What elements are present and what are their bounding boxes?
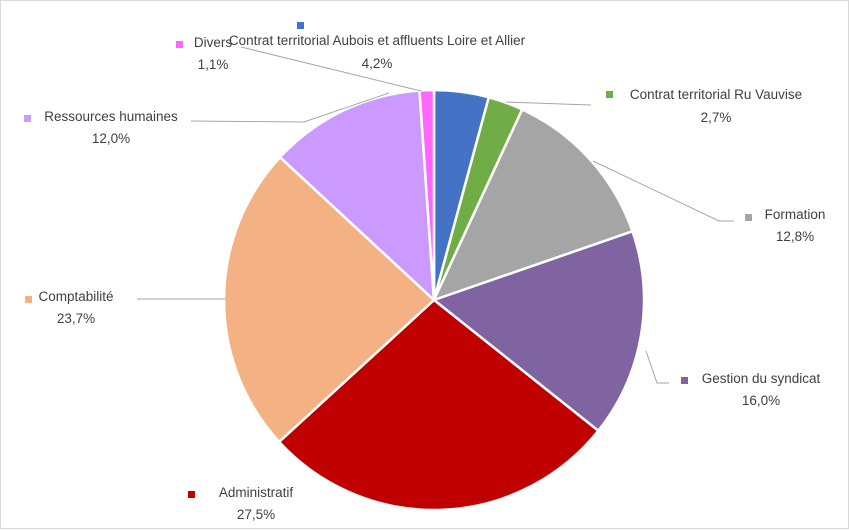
leader-lines: [137, 46, 734, 384]
data-label-name-administratif: Administratif: [219, 485, 294, 500]
data-label-value-contrat-territorial-ru-vauvise: 2,7%: [701, 110, 732, 125]
data-label-value-administratif: 27,5%: [237, 507, 275, 522]
leader-line-gestion-du-syndicat: [645, 350, 669, 384]
pie-slices: [222, 88, 646, 512]
data-label-value-contrat-territorial-aubois-et-affluents-loire-et-allier: 4,2%: [362, 56, 393, 71]
data-label-value-comptabilite: 23,7%: [57, 311, 95, 326]
data-label-name-contrat-territorial-ru-vauvise: Contrat territorial Ru Vauvise: [630, 87, 802, 102]
data-label-name-gestion-du-syndicat: Gestion du syndicat: [702, 371, 821, 386]
data-label-value-ressources-humaines: 12,0%: [92, 131, 130, 146]
data-label-value-formation: 12,8%: [776, 229, 814, 244]
leader-line-ressources-humaines: [190, 92, 390, 123]
pie-slice-ressources-humaines: [278, 89, 436, 302]
data-label-name-comptabilite: Comptabilité: [38, 289, 113, 304]
data-label-value-divers: 1,1%: [198, 57, 229, 72]
data-labels: Contrat territorial Aubois et affluents …: [24, 22, 825, 522]
leader-line-formation: [592, 160, 734, 222]
leader-line-contrat-territorial-ru-vauvise: [505, 101, 592, 106]
label-marker-comptabilite: [25, 296, 32, 303]
label-marker-ressources-humaines: [24, 115, 31, 122]
pie-slice-gestion-du-syndicat: [432, 230, 646, 433]
label-marker-divers: [176, 41, 183, 48]
label-marker-gestion-du-syndicat: [681, 377, 688, 384]
label-marker-contrat-territorial-ru-vauvise: [606, 91, 613, 98]
label-marker-formation: [745, 214, 752, 221]
pie-slice-formation: [432, 108, 634, 302]
data-label-name-contrat-territorial-aubois-et-affluents-loire-et-allier: Contrat territorial Aubois et affluents …: [229, 33, 526, 48]
leader-line-divers: [240, 46, 422, 92]
label-marker-administratif: [188, 491, 195, 498]
data-label-value-gestion-du-syndicat: 16,0%: [742, 393, 780, 408]
data-label-name-divers: Divers: [194, 35, 233, 50]
data-label-name-formation: Formation: [765, 207, 826, 222]
label-marker-contrat-territorial-aubois-et-affluents-loire-et-allier: [297, 22, 304, 29]
pie-slice-administratif: [277, 298, 600, 512]
data-label-name-ressources-humaines: Ressources humaines: [44, 109, 178, 124]
